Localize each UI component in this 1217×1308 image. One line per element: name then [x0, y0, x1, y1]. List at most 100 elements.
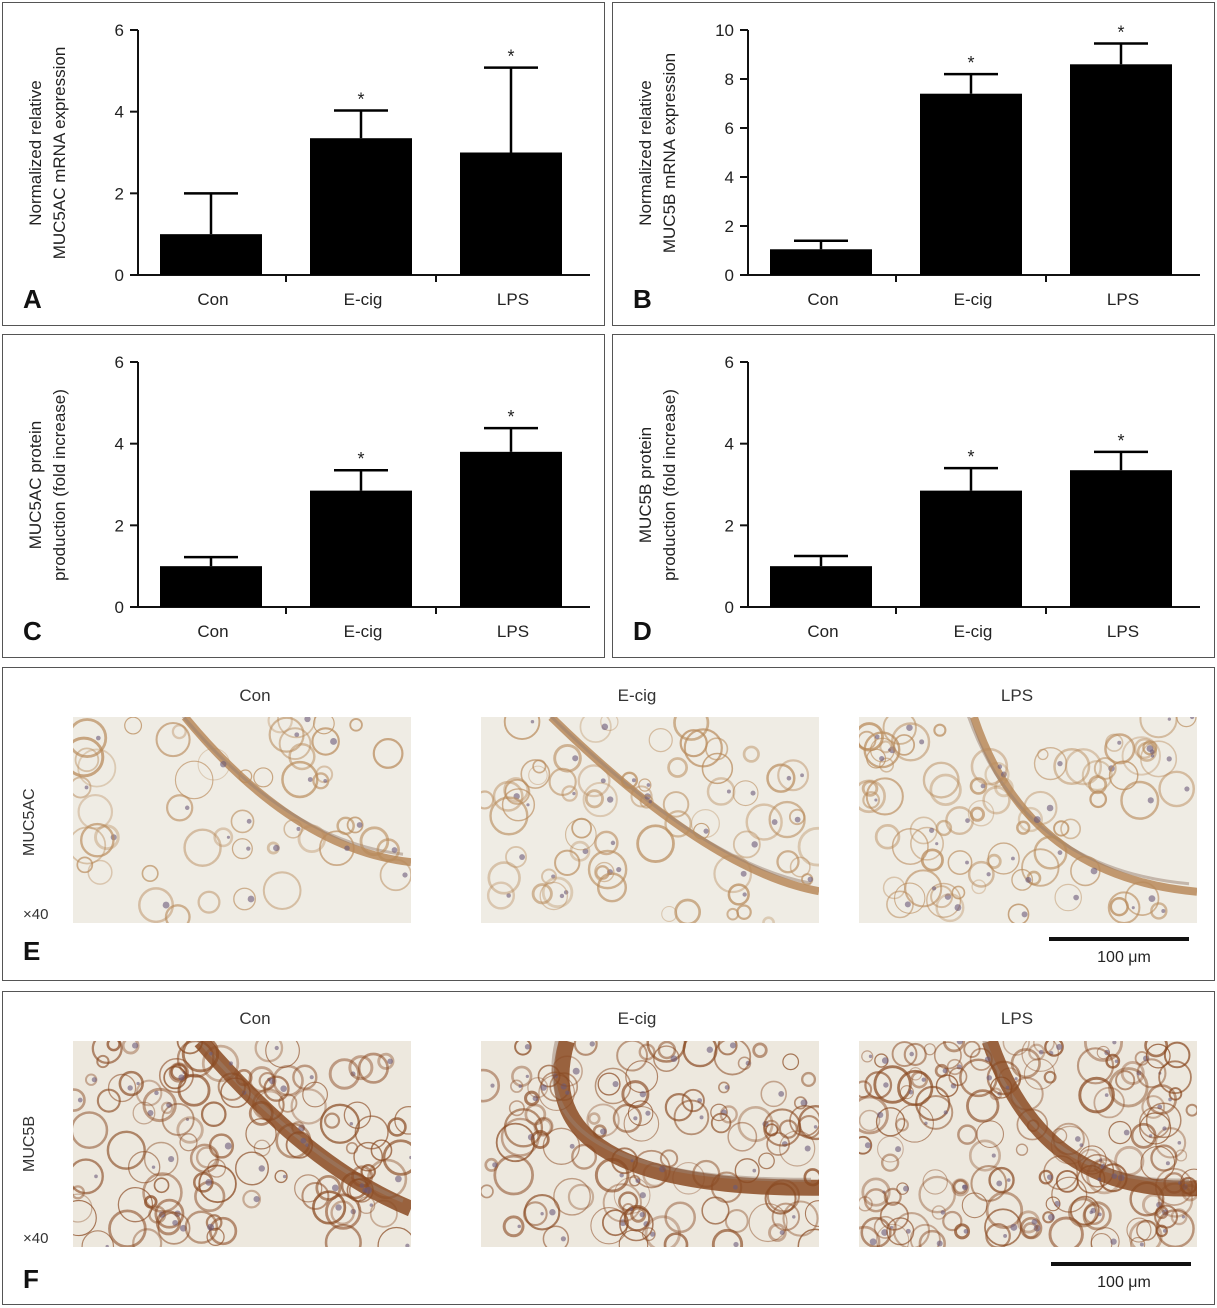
- y-axis-label-line: Normalized relative: [636, 80, 655, 226]
- micrograph-e-e-cig: [481, 717, 819, 923]
- y-axis-label-line: production (fold increase): [50, 389, 69, 581]
- panel-letter-c: C: [23, 616, 42, 646]
- panel-e: Con E-cig LPS MUC5AC ×40 E 100 μm: [2, 667, 1215, 981]
- panel-d: 0 2 4 6 Con * E-cig * LPS MUC5B protein production…: [612, 334, 1215, 658]
- significance-marker: *: [1117, 431, 1124, 451]
- y-tick-label: 2: [725, 217, 734, 236]
- y-axis-label: MUC5B protein production (fold increase): [636, 389, 679, 581]
- tissue-texture: [481, 717, 819, 923]
- y-tick-label: 6: [725, 119, 734, 138]
- y-axis-label: Normalized relative MUC5AC mRNA expressio…: [26, 47, 69, 260]
- scale-bar-label: 100 μm: [1097, 949, 1151, 966]
- panel-letter-f: F: [23, 1264, 39, 1294]
- y-tick-label: 4: [115, 435, 124, 454]
- magnification-label: ×40: [23, 1230, 49, 1247]
- y-tick-label: 4: [725, 435, 734, 454]
- magnification-label: ×40: [23, 906, 49, 923]
- column-title-con: Con: [239, 686, 271, 705]
- x-tick-label: LPS: [497, 622, 529, 641]
- y-axis-label: MUC5AC protein production (fold increase): [26, 389, 69, 581]
- bar-lps: [460, 451, 562, 607]
- x-tick-label: Con: [807, 290, 838, 309]
- y-tick-label: 4: [115, 103, 124, 122]
- significance-marker: *: [507, 47, 514, 67]
- y-tick-label: 6: [725, 353, 734, 372]
- scale-bar: [1051, 1262, 1191, 1266]
- y-tick-label: 0: [115, 598, 124, 617]
- bar-lps: [460, 152, 562, 275]
- micrograph-f-con: [73, 1041, 411, 1247]
- panel-c: 0 2 4 6 Con * E-cig * LPS MUC5AC protein productio…: [2, 334, 605, 658]
- x-tick-label: Con: [197, 290, 228, 309]
- x-tick-label: E-cig: [954, 290, 993, 309]
- scale-bar-label: 100 μm: [1097, 1274, 1151, 1291]
- x-tick-label: E-cig: [954, 622, 993, 641]
- bar-con: [160, 234, 262, 275]
- tissue-texture: [73, 1041, 411, 1247]
- bar-lps: [1070, 470, 1172, 607]
- bar-e-cig: [920, 490, 1022, 607]
- y-tick-label: 2: [115, 184, 124, 203]
- panel-f: Con E-cig LPS MUC5B ×40 F 100 μm: [2, 991, 1215, 1305]
- column-title-lps: LPS: [1000, 1009, 1034, 1028]
- x-tick-label: Con: [807, 622, 838, 641]
- panel-letter-d: D: [633, 616, 652, 646]
- micrograph-e-lps: [859, 717, 1197, 923]
- micrograph-e-con: [73, 717, 411, 923]
- y-tick-label: 0: [725, 598, 734, 617]
- y-tick-label: 0: [725, 266, 734, 285]
- column-title-e-cig: E-cig: [617, 1009, 657, 1028]
- row-label-muc5b: MUC5B: [21, 1115, 38, 1172]
- chart-c: 0 2 4 6 Con * E-cig * LPS MUC5AC protein productio…: [23, 353, 590, 646]
- significance-marker: *: [967, 53, 974, 73]
- tissue-texture: [481, 1041, 819, 1247]
- column-title-e-cig: E-cig: [617, 686, 657, 705]
- y-axis-label-line: Normalized relative: [26, 80, 45, 226]
- bar-e-cig: [310, 490, 412, 607]
- x-tick-label: E-cig: [344, 290, 383, 309]
- y-axis-label-line: MUC5B protein: [636, 427, 655, 543]
- y-tick-label: 0: [115, 266, 124, 285]
- y-axis-label-line: MUC5AC mRNA expression: [50, 47, 69, 260]
- x-tick-label: LPS: [1107, 290, 1139, 309]
- tissue-texture: [73, 717, 411, 923]
- chart-a: 0 2 4 6 Con * E-cig * LPS Normalized relative MUC5…: [23, 21, 590, 314]
- bar-con: [770, 249, 872, 275]
- x-tick-label: Con: [197, 622, 228, 641]
- y-tick-label: 10: [715, 21, 734, 40]
- significance-marker: *: [507, 407, 514, 427]
- y-tick-label: 8: [725, 70, 734, 89]
- x-tick-label: LPS: [1107, 622, 1139, 641]
- panel-letter-e: E: [23, 936, 41, 966]
- row-label-muc5ac: MUC5AC: [21, 788, 38, 856]
- bar-con: [770, 566, 872, 607]
- y-axis-label-line: MUC5B mRNA expression: [660, 53, 679, 253]
- y-axis-label: Normalized relative MUC5B mRNA expression: [636, 53, 679, 253]
- y-tick-label: 4: [725, 168, 734, 187]
- chart-b: 0 2 4 6 8 10 Con * E-cig * LPS Normalized relative M…: [633, 21, 1200, 314]
- bar-con: [160, 566, 262, 607]
- scale-bar: [1049, 937, 1189, 941]
- bar-e-cig: [920, 93, 1022, 275]
- column-title-lps: LPS: [1000, 686, 1034, 705]
- y-axis-label-line: production (fold increase): [660, 389, 679, 581]
- panel-letter-b: B: [633, 284, 652, 314]
- x-tick-label: E-cig: [344, 622, 383, 641]
- y-tick-label: 6: [115, 21, 124, 40]
- y-tick-label: 6: [115, 353, 124, 372]
- significance-marker: *: [967, 447, 974, 467]
- significance-marker: *: [1117, 22, 1124, 42]
- y-tick-label: 2: [115, 516, 124, 535]
- y-tick-label: 2: [725, 516, 734, 535]
- tissue-texture: [859, 1041, 1197, 1247]
- column-title-con: Con: [239, 1009, 271, 1028]
- micrograph-f-lps: [859, 1041, 1197, 1247]
- significance-marker: *: [357, 449, 364, 469]
- panel-a: 0 2 4 6 Con * E-cig * LPS Normalized relative MUC5…: [2, 2, 605, 326]
- panel-letter-a: A: [23, 284, 42, 314]
- significance-marker: *: [357, 89, 364, 109]
- bar-e-cig: [310, 138, 412, 275]
- micrograph-f-e-cig: [481, 1041, 819, 1247]
- x-tick-label: LPS: [497, 290, 529, 309]
- y-axis-label-line: MUC5AC protein: [26, 421, 45, 550]
